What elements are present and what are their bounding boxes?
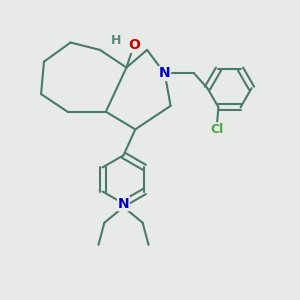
Text: Cl: Cl	[210, 123, 224, 136]
Text: N: N	[118, 196, 129, 211]
Text: N: N	[159, 66, 170, 80]
Text: H: H	[111, 34, 121, 47]
Text: O: O	[128, 38, 140, 52]
